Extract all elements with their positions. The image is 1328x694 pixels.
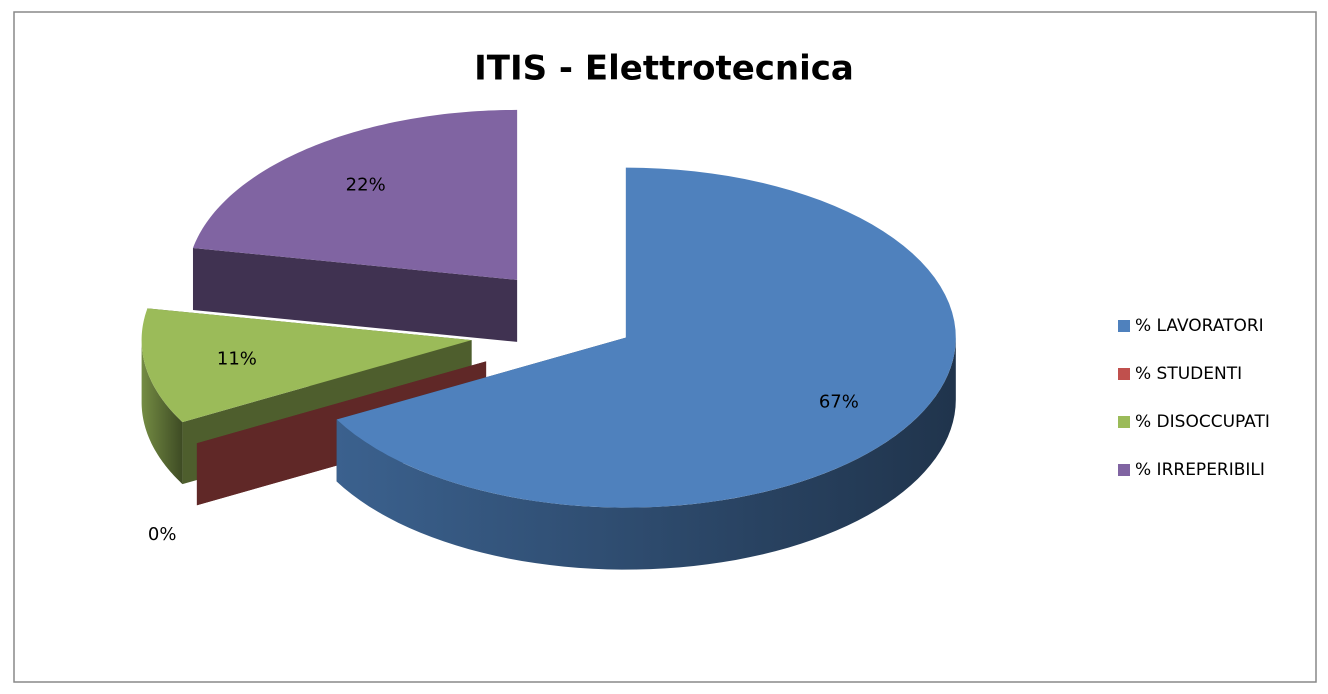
legend-label: % LAVORATORI [1135, 316, 1264, 336]
data-label: 67% [819, 392, 859, 413]
legend-swatch [1118, 368, 1130, 380]
slice-rim [336, 337, 956, 570]
legend-label: % DISOCCUPATI [1135, 412, 1270, 432]
slice-wall [192, 248, 518, 342]
slice-top [336, 167, 956, 508]
slice-top [141, 308, 472, 423]
pie: 67% 0% 11% 22% [141, 109, 956, 570]
data-label: 22% [346, 175, 386, 196]
pie-slice [336, 167, 956, 570]
pie-slice [192, 109, 518, 342]
legend-label: % IRREPERIBILI [1135, 460, 1265, 480]
legend-label: % STUDENTI [1135, 364, 1242, 384]
legend: % LAVORATORI % STUDENTI % DISOCCUPATI % IRR… [1118, 316, 1270, 480]
data-label: 0% [148, 524, 177, 545]
legend-swatch [1118, 320, 1130, 332]
legend-swatch [1118, 464, 1130, 476]
slice-rim [141, 340, 183, 485]
data-label: 11% [217, 348, 257, 369]
chart-title: ITIS - Elettrotecnica [474, 49, 854, 89]
slice-top [192, 109, 518, 280]
legend-swatch [1118, 416, 1130, 428]
